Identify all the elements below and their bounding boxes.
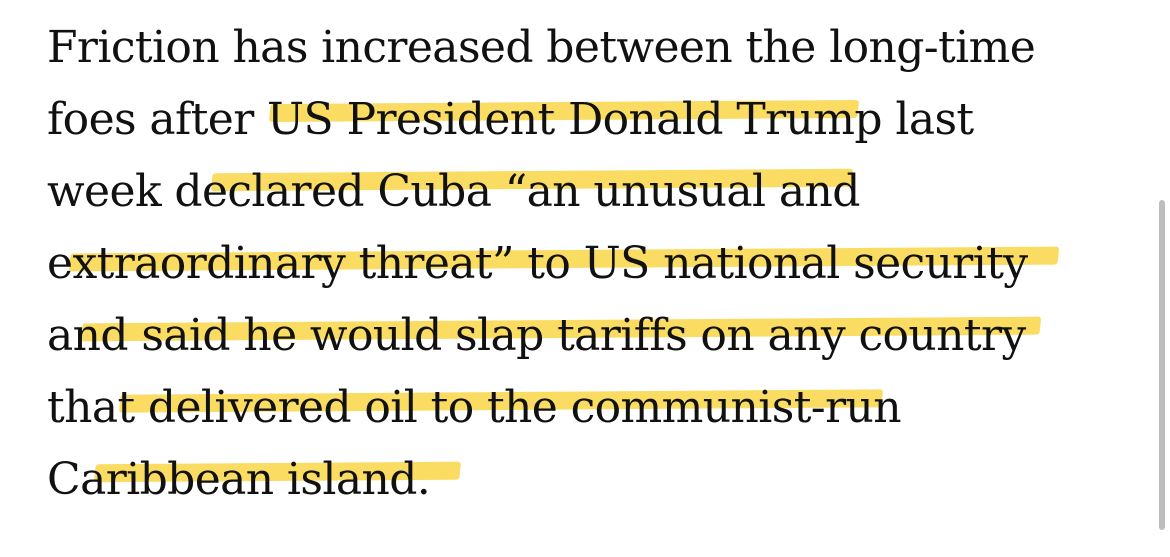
scrollbar-thumb[interactable]: [1159, 200, 1165, 530]
article-line-6: that delivered oil to the communist-run: [47, 382, 902, 433]
article-line-4: extraordinary threat” to US national sec…: [47, 238, 1028, 289]
article-line-3: week declared Cuba “an unusual and: [47, 166, 860, 217]
article-line-7: Caribbean island.: [47, 454, 431, 505]
article-line-1: Friction has increased between the long-…: [47, 22, 1036, 73]
article-line-2: foes after US President Donald Trump las…: [47, 94, 974, 145]
scrollbar[interactable]: [1154, 0, 1170, 557]
article-line-5: and said he would slap tariffs on any co…: [47, 310, 1026, 361]
